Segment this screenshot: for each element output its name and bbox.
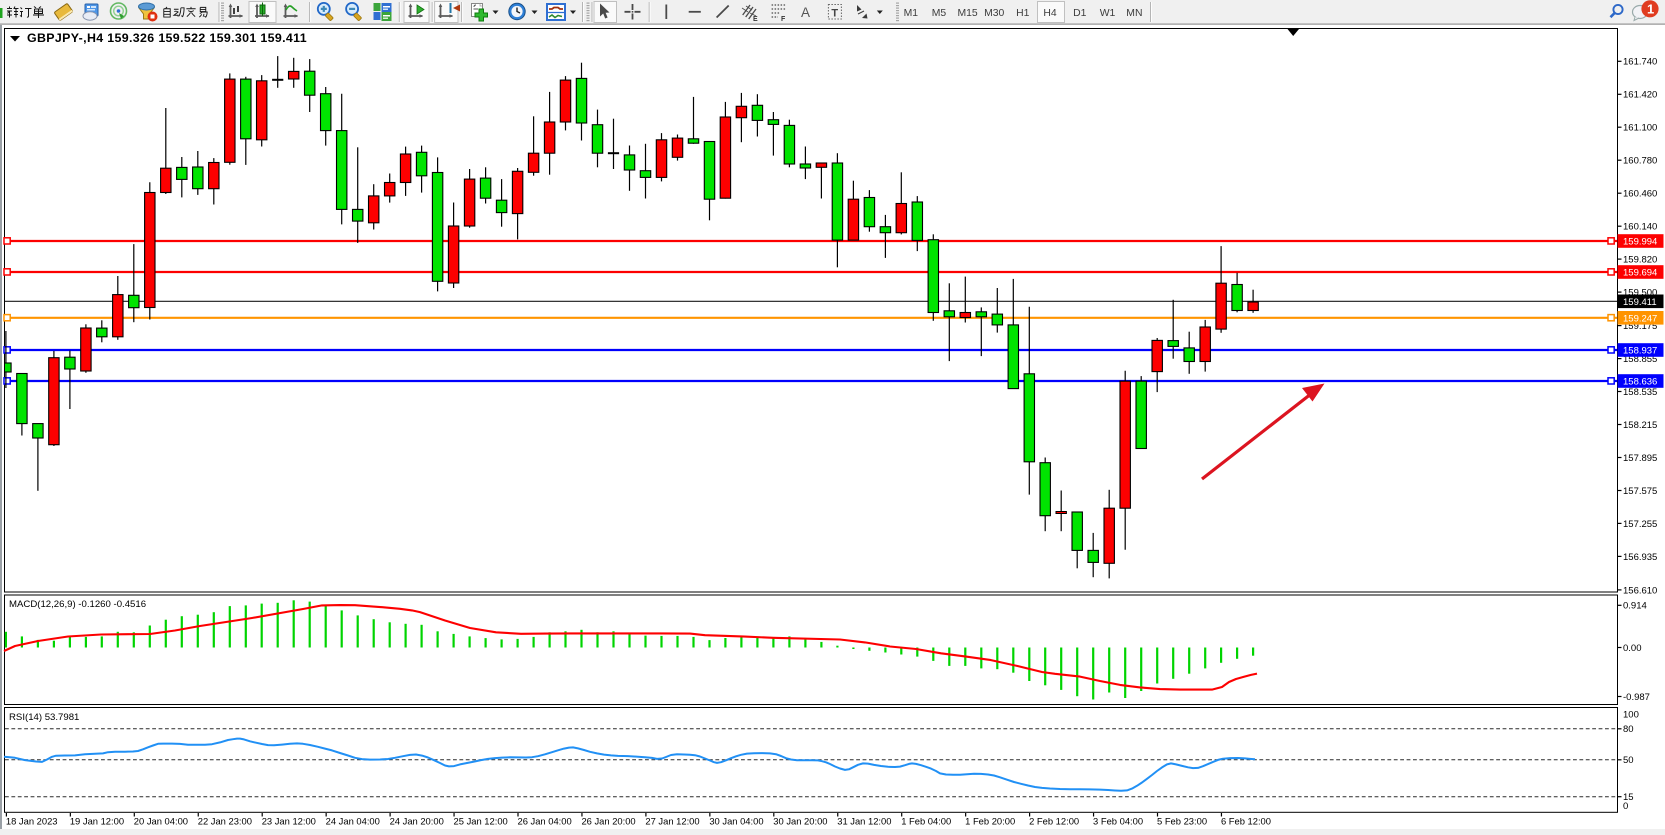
svg-text:158.937: 158.937 [1623, 346, 1657, 357]
svg-text:1 Feb 20:00: 1 Feb 20:00 [965, 816, 1015, 827]
svg-text:30 Jan 04:00: 30 Jan 04:00 [709, 816, 763, 827]
svg-text:H4: H4 [1043, 8, 1057, 19]
svg-text:26 Jan 20:00: 26 Jan 20:00 [581, 816, 635, 827]
svg-text:159.500: 159.500 [1623, 288, 1657, 299]
svg-text:-0.987: -0.987 [1623, 692, 1650, 703]
svg-text:25 Jan 12:00: 25 Jan 12:00 [454, 816, 508, 827]
svg-text:27 Jan 12:00: 27 Jan 12:00 [645, 816, 699, 827]
svg-text:T: T [831, 8, 838, 20]
svg-text:24 Jan 04:00: 24 Jan 04:00 [326, 816, 380, 827]
svg-text:26 Jan 04:00: 26 Jan 04:00 [518, 816, 572, 827]
svg-text:5 Feb 23:00: 5 Feb 23:00 [1157, 816, 1207, 827]
svg-text:2 Feb 12:00: 2 Feb 12:00 [1029, 816, 1079, 827]
svg-text:100: 100 [1623, 710, 1639, 721]
svg-text:MN: MN [1126, 8, 1142, 19]
svg-text:23 Jan 12:00: 23 Jan 12:00 [262, 816, 316, 827]
svg-text:158.855: 158.855 [1623, 354, 1657, 365]
svg-text:159.411: 159.411 [1623, 297, 1657, 308]
svg-text:159.247: 159.247 [1623, 313, 1657, 324]
svg-text:159.994: 159.994 [1623, 237, 1657, 248]
svg-text:MACD(12,26,9) -0.1260 -0.4516: MACD(12,26,9) -0.1260 -0.4516 [9, 599, 146, 610]
svg-text:19 Jan 12:00: 19 Jan 12:00 [70, 816, 124, 827]
svg-text:80: 80 [1623, 724, 1634, 735]
svg-text:157.255: 157.255 [1623, 519, 1657, 530]
svg-text:20 Jan 04:00: 20 Jan 04:00 [134, 816, 188, 827]
svg-text:159.175: 159.175 [1623, 321, 1657, 332]
svg-text:H1: H1 [1016, 8, 1030, 19]
svg-text:157.895: 157.895 [1623, 453, 1657, 464]
svg-text:157.575: 157.575 [1623, 486, 1657, 497]
svg-text:159.820: 159.820 [1623, 255, 1657, 266]
svg-text:E: E [753, 16, 758, 23]
svg-text:161.740: 161.740 [1623, 57, 1657, 68]
svg-text:159.694: 159.694 [1623, 268, 1657, 279]
svg-text:15: 15 [1623, 792, 1634, 803]
svg-text:160.780: 160.780 [1623, 156, 1657, 167]
svg-text:M15: M15 [958, 8, 978, 19]
svg-text:M1: M1 [904, 8, 919, 19]
svg-text:160.460: 160.460 [1623, 189, 1657, 200]
svg-text:22 Jan 23:00: 22 Jan 23:00 [198, 816, 252, 827]
svg-text:160.140: 160.140 [1623, 222, 1657, 233]
svg-text:24 Jan 20:00: 24 Jan 20:00 [390, 816, 444, 827]
svg-text:156.935: 156.935 [1623, 552, 1657, 563]
svg-text:161.100: 161.100 [1623, 123, 1657, 134]
svg-text:F: F [781, 16, 786, 23]
svg-text:W1: W1 [1100, 8, 1116, 19]
svg-text:6 Feb 12:00: 6 Feb 12:00 [1221, 816, 1271, 827]
svg-text:M5: M5 [932, 8, 947, 19]
svg-text:161.420: 161.420 [1623, 90, 1657, 101]
svg-text:158.215: 158.215 [1623, 420, 1657, 431]
svg-text:156.610: 156.610 [1623, 585, 1657, 596]
svg-text:GBPJPY-,H4 159.326 159.522 15: GBPJPY-,H4 159.326 159.522 159.301 159.4… [27, 31, 307, 45]
svg-text:0: 0 [1623, 801, 1628, 812]
svg-text:30 Jan 20:00: 30 Jan 20:00 [773, 816, 827, 827]
svg-text:158.636: 158.636 [1623, 377, 1657, 388]
svg-text:D1: D1 [1073, 8, 1087, 19]
svg-text:1 Feb 04:00: 1 Feb 04:00 [901, 816, 951, 827]
svg-text:1: 1 [1647, 1, 1654, 16]
svg-text:0.00: 0.00 [1623, 643, 1642, 654]
svg-text:M30: M30 [984, 8, 1004, 19]
svg-text:0.914: 0.914 [1623, 601, 1647, 612]
svg-text:18 Jan 2023: 18 Jan 2023 [6, 816, 58, 827]
svg-text:RSI(14) 53.7981: RSI(14) 53.7981 [9, 712, 79, 723]
svg-text:158.535: 158.535 [1623, 387, 1657, 398]
svg-text:A: A [801, 5, 810, 20]
svg-text:50: 50 [1623, 755, 1634, 766]
svg-text:3 Feb 04:00: 3 Feb 04:00 [1093, 816, 1143, 827]
svg-text:31 Jan 12:00: 31 Jan 12:00 [837, 816, 891, 827]
